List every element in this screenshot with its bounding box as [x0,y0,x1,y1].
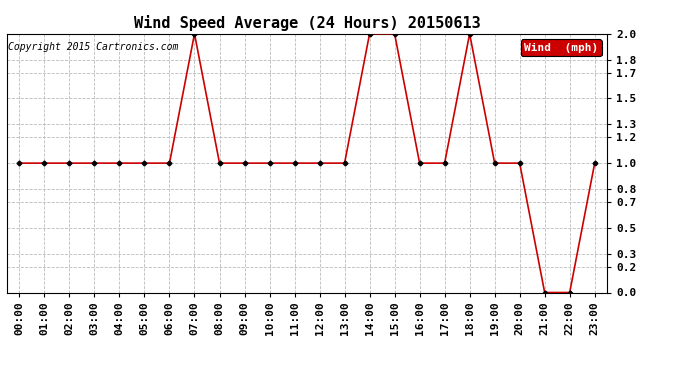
Legend: Wind  (mph): Wind (mph) [521,39,602,56]
Title: Wind Speed Average (24 Hours) 20150613: Wind Speed Average (24 Hours) 20150613 [134,15,480,31]
Text: Copyright 2015 Cartronics.com: Copyright 2015 Cartronics.com [8,42,179,51]
